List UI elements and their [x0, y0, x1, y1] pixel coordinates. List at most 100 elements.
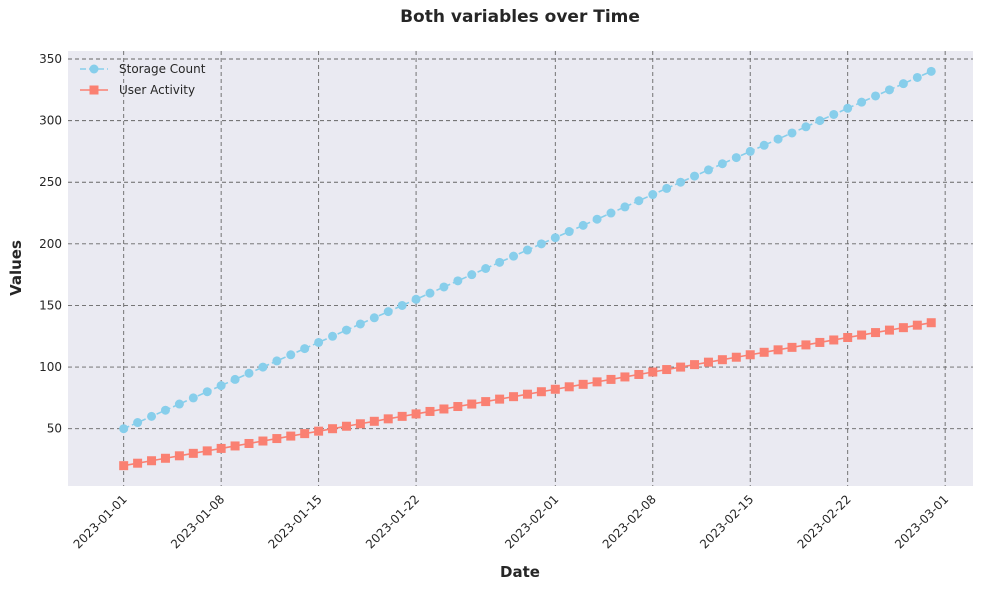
data-point: [592, 377, 602, 387]
data-point: [634, 369, 644, 379]
data-point: [481, 264, 491, 273]
data-point: [884, 85, 894, 95]
data-point: [745, 146, 755, 156]
data-point: [773, 134, 783, 144]
data-point: [912, 72, 922, 82]
x-tick-label: 2023-01-22: [363, 492, 422, 551]
data-point: [341, 421, 351, 431]
data-point: [467, 270, 477, 280]
data-point: [620, 372, 630, 382]
data-point: [662, 183, 672, 193]
data-point: [578, 379, 588, 389]
data-point: [355, 319, 365, 329]
x-tick-label: 2023-02-15: [697, 492, 756, 551]
data-point: [355, 419, 365, 429]
data-point: [119, 424, 129, 434]
data-point: [522, 389, 532, 399]
data-point: [690, 171, 700, 181]
data-point: [787, 128, 797, 138]
data-point: [133, 418, 143, 428]
data-point: [147, 456, 157, 466]
y-tick-label: 150: [39, 298, 62, 312]
data-point: [536, 387, 546, 397]
data-point: [272, 356, 282, 366]
data-point: [843, 103, 853, 113]
data-point: [843, 333, 853, 343]
data-point: [606, 374, 616, 384]
legend-marker: [89, 85, 99, 95]
data-point: [662, 365, 672, 375]
data-point: [829, 335, 839, 345]
data-point: [300, 344, 310, 354]
data-point: [314, 337, 324, 347]
data-point: [731, 352, 741, 362]
data-point: [690, 360, 700, 370]
data-point: [328, 424, 338, 434]
data-point: [216, 443, 226, 453]
data-point: [425, 288, 435, 298]
y-tick-label: 100: [39, 360, 62, 374]
y-tick-label: 300: [39, 114, 62, 128]
data-point: [411, 409, 421, 419]
data-point: [202, 446, 212, 456]
y-tick-label: 350: [39, 52, 62, 66]
data-point: [592, 214, 602, 224]
data-point: [509, 392, 519, 402]
data-point: [119, 461, 129, 471]
y-tick-label: 250: [39, 175, 62, 189]
data-point: [787, 342, 797, 352]
data-point: [676, 362, 686, 372]
data-point: [815, 337, 825, 347]
data-point: [467, 399, 477, 409]
data-point: [286, 431, 296, 441]
series-storage-count: [119, 66, 936, 434]
data-point: [481, 397, 491, 407]
data-point: [383, 414, 393, 424]
x-tick-label: 2023-01-08: [168, 492, 227, 551]
data-point: [829, 109, 839, 119]
data-point: [258, 362, 268, 372]
data-point: [857, 330, 867, 340]
data-point: [606, 208, 616, 218]
x-tick-labels: 2023-01-01 2023-01-08 2023-01-15 2023-01-22…: [71, 492, 952, 551]
data-point: [495, 394, 505, 404]
data-point: [369, 416, 379, 426]
data-point: [300, 429, 310, 439]
x-tick-label: 2023-02-01: [502, 492, 561, 551]
data-point: [759, 140, 769, 150]
data-point: [439, 282, 449, 292]
y-axis-title: Values: [7, 240, 25, 296]
y-tick-labels: 50 100 150 200 250 300 350: [39, 52, 62, 436]
data-point: [898, 79, 908, 89]
data-point: [926, 318, 936, 328]
series-layer: [119, 66, 936, 471]
data-point: [884, 325, 894, 335]
series-user-activity: [119, 318, 936, 471]
y-tick-label: 200: [39, 237, 62, 251]
data-point: [801, 340, 811, 350]
data-point: [160, 405, 170, 415]
data-point: [717, 355, 727, 365]
data-point: [160, 453, 170, 463]
data-point: [230, 374, 240, 384]
data-point: [174, 399, 184, 409]
data-point: [676, 177, 686, 187]
legend-label: User Activity: [119, 83, 195, 97]
data-point: [926, 66, 936, 76]
data-point: [731, 153, 741, 163]
data-point: [717, 159, 727, 169]
data-point: [272, 434, 282, 444]
x-tick-label: 2023-03-01: [892, 492, 951, 551]
data-point: [550, 384, 560, 394]
data-point: [578, 220, 588, 230]
grid-lines: [68, 51, 973, 486]
data-point: [258, 436, 268, 446]
data-point: [453, 402, 463, 412]
data-point: [815, 116, 825, 126]
data-point: [244, 368, 254, 378]
data-point: [703, 165, 713, 175]
chart-title: Both variables over Time: [400, 7, 640, 27]
data-point: [147, 411, 157, 421]
data-point: [564, 382, 574, 392]
